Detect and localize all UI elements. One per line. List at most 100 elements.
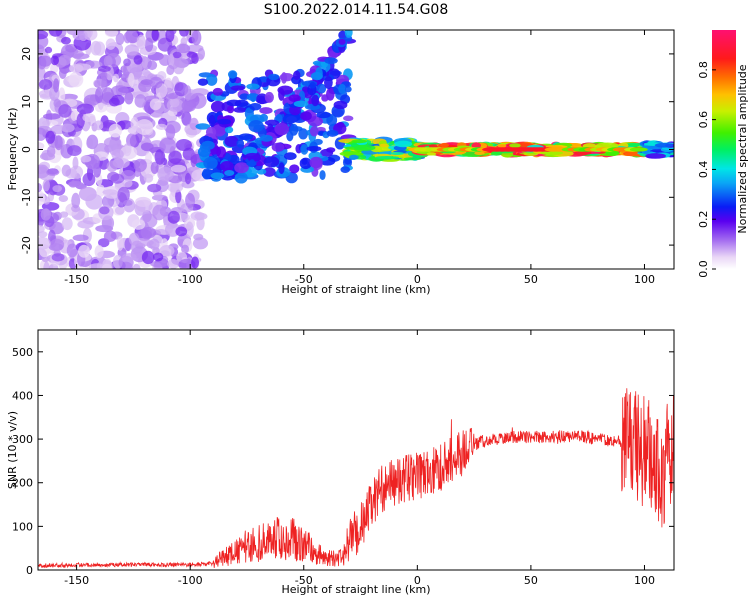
- spectrogram-cell: [53, 78, 60, 93]
- spectrogram-cell: [96, 184, 106, 197]
- spectrogram-cell: [49, 238, 65, 251]
- spectrogram-cell: [97, 65, 111, 73]
- colorbar-tick-label: 0.2: [697, 210, 710, 228]
- spectrogram-cell: [58, 195, 69, 202]
- spectrogram-x-tick-label: -100: [178, 273, 203, 286]
- spectrogram-cell: [72, 234, 89, 242]
- spectrogram-x-label: Height of straight line (km): [281, 283, 430, 296]
- spectrogram-cell: [60, 123, 75, 133]
- spectrogram-cell: [226, 99, 242, 107]
- spectrogram-cell: [155, 123, 168, 130]
- spectrogram-heatmap: [38, 30, 674, 269]
- spectrogram-cell: [53, 99, 61, 108]
- spectrogram-cell: [123, 58, 131, 67]
- spectrogram-cell: [44, 46, 53, 54]
- spectrogram-cell: [654, 142, 674, 148]
- snr-y-tick-label: 100: [12, 520, 33, 533]
- spectrogram-cell: [645, 153, 666, 159]
- snr-y-tick-label: 300: [12, 433, 33, 446]
- spectrogram-cell: [246, 83, 260, 90]
- snr-y-label: SNR (10 * v/v): [6, 411, 19, 489]
- spectrogram-cell: [309, 126, 319, 137]
- spectrogram-cell: [212, 87, 223, 96]
- snr-series-line: [38, 388, 674, 569]
- spectrogram-cell: [144, 37, 154, 52]
- spectrogram-cell: [143, 173, 154, 183]
- spectrogram-cell: [141, 250, 155, 265]
- spectrogram-cell: [134, 94, 147, 108]
- spectrogram-cell: [111, 94, 125, 106]
- spectrogram-cell: [39, 152, 56, 161]
- spectrogram-cell: [38, 164, 50, 179]
- spectrogram-cell: [574, 150, 592, 156]
- spectrogram-cell: [191, 256, 200, 269]
- spectrogram-x-ticks: -150 -100 -50 0 50 100: [64, 30, 655, 286]
- spectrogram-cell: [115, 32, 125, 45]
- spectrogram-cell: [310, 71, 323, 81]
- spectrogram-cell: [149, 76, 163, 89]
- spectrogram-cell: [195, 123, 211, 130]
- spectrogram-cell: [61, 217, 73, 231]
- spectrogram-cell: [132, 263, 141, 269]
- snr-x-label: Height of straight line (km): [281, 583, 430, 596]
- spectrogram-cell: [203, 157, 218, 170]
- spectrogram-cell: [194, 212, 202, 220]
- spectrogram-cell: [263, 156, 280, 168]
- spectrogram-cell: [344, 30, 353, 38]
- spectrogram-cell: [181, 180, 195, 189]
- spectrogram-cell: [344, 86, 352, 93]
- snr-x-ticks: -150 -100 -50 0 50 100: [64, 330, 655, 587]
- spectrogram-cell: [260, 134, 273, 142]
- spectrogram-cell: [271, 142, 285, 152]
- spectrogram-cell: [175, 43, 191, 54]
- spectrogram-cell: [326, 114, 338, 127]
- spectrogram-cell: [152, 204, 166, 221]
- spectrogram-cell: [185, 221, 194, 238]
- spectrogram-cell: [179, 30, 189, 37]
- spectrogram-cell: [122, 179, 133, 188]
- spectrogram-cell: [210, 172, 225, 180]
- spectrogram-cell: [277, 85, 294, 95]
- spectrogram-cell: [128, 232, 140, 246]
- spectrogram-cell: [138, 80, 152, 92]
- spectrogram-cell: [333, 100, 348, 110]
- spectrogram-cell: [224, 126, 234, 134]
- spectrogram-cell: [191, 30, 202, 46]
- spectrogram-cell: [316, 111, 331, 119]
- spectrogram-x-tick-label: -50: [295, 273, 313, 286]
- spectrogram-cell: [140, 142, 154, 152]
- spectrogram-cell: [278, 162, 285, 174]
- spectrogram-cell: [288, 94, 301, 103]
- spectrogram-cell: [166, 98, 184, 112]
- spectrogram-cell: [38, 190, 46, 206]
- spectrogram-band-cell: [629, 147, 648, 152]
- snr-y-ticks: 0 100 200 300 400 500: [12, 346, 674, 577]
- spectrogram-cell: [68, 64, 84, 73]
- snr-y-tick-label: 200: [12, 477, 33, 490]
- spectrogram-cell: [224, 135, 239, 148]
- spectrogram-cell: [181, 111, 192, 126]
- spectrogram-cell: [210, 100, 225, 113]
- spectrogram-cell: [135, 196, 152, 207]
- snr-x-tick-label: -50: [295, 574, 313, 587]
- spectrogram-cell: [175, 138, 192, 151]
- spectrogram-cell: [351, 139, 367, 144]
- spectrogram-cell: [259, 107, 273, 115]
- spectrogram-cell: [58, 54, 71, 66]
- spectrogram-x-tick-label: -150: [64, 273, 89, 286]
- spectrogram-cell: [116, 236, 124, 251]
- spectrogram-cell: [490, 151, 503, 156]
- spectrogram-cell: [226, 105, 235, 114]
- spectrogram-cell: [72, 30, 86, 41]
- spectrogram-cell: [147, 183, 162, 193]
- spectrogram-cell: [38, 30, 49, 40]
- spectrogram-cell: [168, 53, 175, 67]
- spectrogram-cell: [159, 244, 175, 257]
- spectrogram-cell: [82, 172, 96, 187]
- spectrogram-cell: [124, 44, 140, 56]
- snr-y-tick-label: 500: [12, 346, 33, 359]
- spectrogram-cell: [94, 244, 104, 259]
- spectrogram-cell: [509, 143, 521, 148]
- spectrogram-cell: [326, 147, 336, 153]
- spectrogram-cell: [220, 161, 234, 172]
